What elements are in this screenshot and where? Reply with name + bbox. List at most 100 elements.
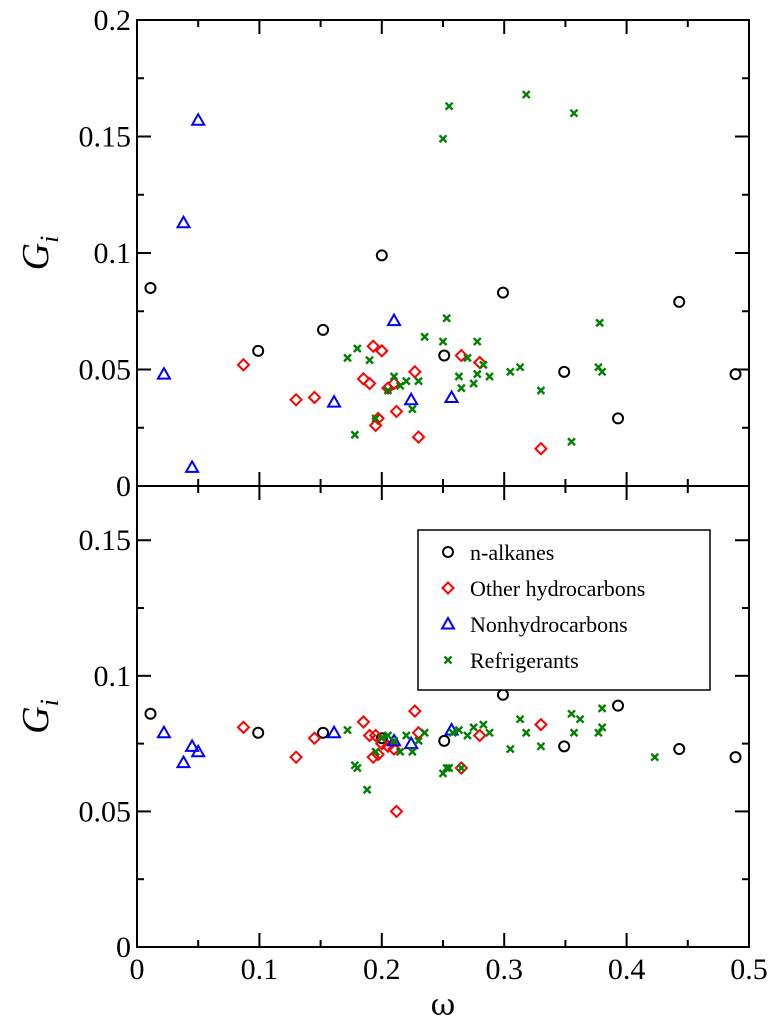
series-refrigerants	[343, 90, 607, 447]
data-point	[472, 337, 482, 346]
x-tick-label: 0.4	[608, 953, 646, 986]
data-point	[365, 355, 374, 365]
data-point	[463, 353, 472, 363]
data-point	[472, 369, 482, 379]
data-point	[521, 728, 531, 738]
data-point	[420, 332, 429, 342]
data-point	[371, 414, 381, 423]
data-point	[408, 747, 417, 757]
data-point	[534, 441, 548, 456]
legend-marker	[443, 655, 453, 665]
data-point	[184, 459, 200, 473]
data-point	[236, 357, 251, 372]
y-tick-label: 0.05	[79, 354, 132, 387]
legend-marker	[442, 546, 454, 558]
series-other-hydrocarbons	[236, 339, 548, 456]
data-point	[375, 249, 388, 262]
data-point	[386, 732, 402, 747]
data-point	[454, 761, 469, 775]
data-point	[236, 720, 251, 735]
data-point	[472, 728, 487, 743]
data-point	[289, 392, 304, 407]
data-point	[317, 726, 330, 739]
data-point	[401, 376, 411, 386]
data-point	[536, 741, 546, 751]
data-point	[343, 725, 352, 735]
y-axis-title: Gi	[15, 699, 64, 734]
data-point	[407, 704, 422, 718]
y-tick-label: 0.15	[79, 121, 132, 154]
y-axis-title: Gi	[15, 236, 64, 271]
y-tick-label: 0	[116, 931, 131, 964]
data-point	[252, 344, 265, 357]
data-point	[389, 736, 399, 746]
x-tick-label: 0.2	[363, 953, 401, 986]
data-point	[371, 747, 381, 757]
data-point	[374, 343, 389, 358]
data-point	[401, 731, 411, 740]
y-tick-label: 0.1	[94, 660, 132, 693]
data-point	[350, 430, 360, 440]
data-point	[362, 785, 372, 795]
data-point	[534, 717, 548, 732]
data-point	[144, 707, 157, 720]
data-point	[387, 376, 401, 391]
data-point	[407, 364, 422, 379]
data-point	[386, 312, 402, 327]
data-point	[569, 728, 579, 738]
data-point	[569, 108, 579, 118]
plot-frame	[136, 19, 750, 487]
data-point	[595, 318, 605, 328]
data-point	[612, 412, 625, 425]
data-point	[438, 349, 451, 362]
data-point	[567, 437, 576, 447]
data-point	[389, 404, 404, 419]
data-point	[594, 728, 603, 738]
data-point	[444, 101, 454, 111]
data-point	[326, 724, 342, 739]
data-point	[414, 736, 423, 746]
x-tick-label: 0.3	[485, 953, 523, 986]
data-point	[673, 295, 686, 308]
data-point	[479, 360, 488, 370]
data-point	[479, 720, 488, 729]
data-point	[463, 731, 472, 740]
data-point	[612, 699, 625, 712]
data-point	[558, 740, 571, 753]
data-point	[387, 742, 401, 756]
data-point	[650, 752, 660, 762]
data-point	[377, 733, 387, 743]
data-point	[307, 731, 322, 746]
data-point	[156, 724, 172, 739]
series-refrigerants	[343, 679, 660, 795]
legend-marker	[440, 615, 456, 630]
data-point	[374, 736, 389, 751]
data-point	[438, 134, 448, 144]
legend-entry-label: Other hydrocarbons	[470, 576, 645, 601]
data-point	[496, 688, 509, 701]
data-point	[469, 722, 478, 732]
data-point	[403, 391, 419, 406]
data-point	[352, 344, 362, 353]
data-point	[485, 372, 494, 381]
data-point	[567, 709, 576, 719]
data-point	[515, 362, 525, 372]
data-point	[356, 715, 371, 729]
data-point	[366, 750, 381, 765]
data-point	[389, 804, 404, 819]
data-point	[438, 337, 448, 346]
data-point	[389, 372, 399, 381]
legend: n-alkanes Other hydrocarbons Nonhydrocarbo…	[417, 529, 711, 691]
data-point	[175, 754, 192, 769]
x-tick-label: 0	[130, 953, 145, 986]
data-point	[457, 383, 466, 393]
data-point	[289, 750, 304, 765]
data-point	[326, 394, 342, 408]
x-axis-title: ω	[431, 988, 455, 1021]
data-point	[457, 763, 466, 773]
y-tick-label: 0.05	[79, 795, 132, 828]
data-point	[356, 371, 371, 386]
data-point	[442, 763, 452, 773]
legend-box	[417, 529, 711, 691]
